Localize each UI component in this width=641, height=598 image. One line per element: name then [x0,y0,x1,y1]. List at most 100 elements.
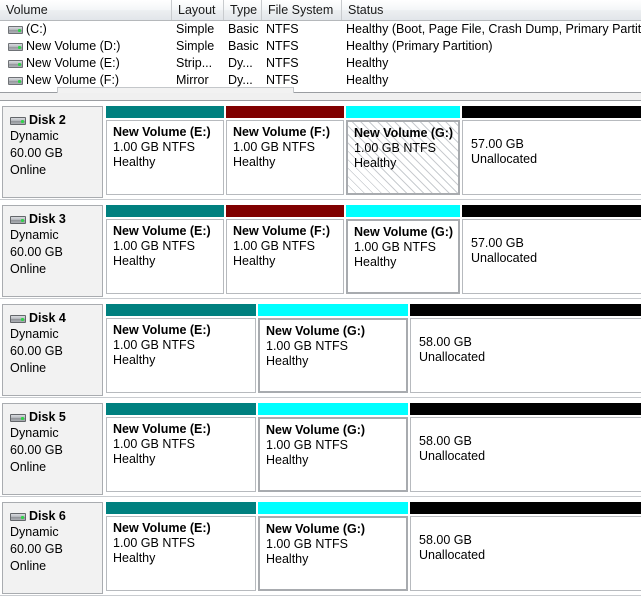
partition-color-bar [462,106,641,118]
partition-block[interactable]: New Volume (E:) 1.00 GB NTFS Healthy [106,304,256,396]
unallocated-block[interactable]: 58.00 GB Unallocated [410,304,641,396]
partition-status: Healthy [113,353,156,367]
partition-size-fs: 58.00 GB [419,335,472,349]
partition-color-bar [462,205,641,217]
partition-body: New Volume (E:) 1.00 GB NTFS Healthy [106,318,256,393]
unallocated-block[interactable]: 58.00 GB Unallocated [410,502,641,594]
disk-info-panel[interactable]: Disk 2 Dynamic 60.00 GB Online [2,106,103,198]
pane-splitter[interactable] [0,87,641,101]
disk-capacity: 60.00 GB [10,245,63,259]
volume-cell-file-system: NTFS [266,39,299,53]
volume-cell-file-system: NTFS [266,73,299,87]
partition-status: Healthy [233,155,276,169]
partition-status: Healthy [113,452,156,466]
unallocated-block[interactable]: 57.00 GB Unallocated [462,205,641,297]
volume-list-header: Volume Layout Type File System Status [0,0,641,21]
volume-list: Volume Layout Type File System Status (C:) Si… [0,0,641,92]
column-header-volume[interactable]: Volume [0,0,172,20]
disk-icon [10,117,26,125]
partition-color-bar [106,106,224,118]
partition-status: Healthy [354,156,397,170]
partition-strip: New Volume (E:) 1.00 GB NTFS Healthy New Vo… [106,205,641,297]
disk-type: Dynamic [10,525,59,539]
partition-title: New Volume (E:) [113,125,211,139]
partition-title: New Volume (G:) [266,324,366,338]
partition-color-bar [346,205,460,217]
partition-color-bar [258,304,408,316]
partition-title: New Volume (F:) [233,224,330,238]
partition-block[interactable]: New Volume (E:) 1.00 GB NTFS Healthy [106,403,256,495]
unallocated-block[interactable]: 57.00 GB Unallocated [462,106,641,198]
disk-type: Dynamic [10,129,59,143]
partition-size-fs: 57.00 GB [471,137,524,151]
partition-strip: New Volume (E:) 1.00 GB NTFS Healthy New Vo… [106,106,641,198]
partition-block[interactable]: New Volume (F:) 1.00 GB NTFS Healthy [226,106,344,198]
disk-name-label: Disk 2 [29,113,66,127]
disk-row-separator [0,199,641,200]
partition-size-fs: 57.00 GB [471,236,524,250]
partition-color-bar [346,106,460,118]
column-header-file-system[interactable]: File System [262,0,342,20]
volume-cell-file-system: NTFS [266,56,299,70]
disk-info-panel[interactable]: Disk 5 Dynamic 60.00 GB Online [2,403,103,495]
column-header-status[interactable]: Status [348,3,384,17]
column-header-layout[interactable]: Layout [172,0,224,20]
partition-body: New Volume (F:) 1.00 GB NTFS Healthy [226,120,344,195]
partition-block[interactable]: New Volume (G:) 1.00 GB NTFS Healthy [258,403,408,495]
partition-block[interactable]: New Volume (E:) 1.00 GB NTFS Healthy [106,502,256,594]
partition-size-fs: 58.00 GB [419,533,472,547]
volume-row[interactable]: New Volume (F:) Mirror Dy... NTFS Healthy [0,72,641,89]
volume-cell-layout: Simple [176,39,215,53]
disk-info-panel[interactable]: Disk 4 Dynamic 60.00 GB Online [2,304,103,396]
disk-state: Online [10,559,47,573]
disk-capacity: 60.00 GB [10,443,63,457]
partition-color-bar [258,502,408,514]
volume-row[interactable]: New Volume (D:) Simple Basic NTFS Healthy (P… [0,38,641,55]
partition-color-bar [106,502,256,514]
volume-cell-volume: New Volume (F:) [26,73,120,87]
disk-name-label: Disk 3 [29,212,66,226]
column-header-type[interactable]: Type [224,0,262,20]
partition-block[interactable]: New Volume (G:) 1.00 GB NTFS Healthy [258,502,408,594]
partition-status: Healthy [266,552,309,566]
disk-info-panel[interactable]: Disk 6 Dynamic 60.00 GB Online [2,502,103,594]
partition-block[interactable]: New Volume (F:) 1.00 GB NTFS Healthy [226,205,344,297]
disk-info-panel[interactable]: Disk 3 Dynamic 60.00 GB Online [2,205,103,297]
disk-icon [10,315,26,323]
partition-block[interactable]: New Volume (G:) 1.00 GB NTFS Healthy [346,205,460,297]
disk-row-separator [0,595,641,596]
volume-cell-layout: Strip... [176,56,213,70]
partition-size-fs: 1.00 GB NTFS [266,537,348,551]
partition-title: New Volume (E:) [113,422,211,436]
partition-status: Unallocated [471,152,538,166]
unallocated-block[interactable]: 58.00 GB Unallocated [410,403,641,495]
volume-cell-status: Healthy (Primary Partition) [346,39,493,53]
partition-block[interactable]: New Volume (G:) 1.00 GB NTFS Healthy [346,106,460,198]
partition-color-bar [226,205,344,217]
partition-block[interactable]: New Volume (E:) 1.00 GB NTFS Healthy [106,106,224,198]
volume-row[interactable]: (C:) Simple Basic NTFS Healthy (Boot, Page F… [0,21,641,38]
partition-body: New Volume (G:) 1.00 GB NTFS Healthy [346,120,460,195]
partition-status: Healthy [113,551,156,565]
partition-body: New Volume (G:) 1.00 GB NTFS Healthy [258,417,408,492]
volume-cell-type: Basic [228,39,259,53]
volume-cell-volume: New Volume (E:) [26,56,120,70]
partition-size-fs: 1.00 GB NTFS [113,338,195,352]
splitter-grip[interactable] [57,87,294,93]
disk-name: Disk 5 [10,410,102,425]
disk-type: Dynamic [10,426,59,440]
partition-strip: New Volume (E:) 1.00 GB NTFS Healthy New Vo… [106,304,641,396]
partition-block[interactable]: New Volume (G:) 1.00 GB NTFS Healthy [258,304,408,396]
disk-icon [10,513,26,521]
partition-color-bar [410,502,641,514]
partition-size-fs: 1.00 GB NTFS [354,141,436,155]
partition-size-fs: 58.00 GB [419,434,472,448]
partition-block[interactable]: New Volume (E:) 1.00 GB NTFS Healthy [106,205,224,297]
volume-cell-status: Healthy [346,56,389,70]
partition-size-fs: 1.00 GB NTFS [266,339,348,353]
partition-color-bar [106,205,224,217]
volume-row[interactable]: New Volume (E:) Strip... Dy... NTFS Healthy [0,55,641,72]
disk-name-label: Disk 4 [29,311,66,325]
partition-size-fs: 1.00 GB NTFS [233,140,315,154]
